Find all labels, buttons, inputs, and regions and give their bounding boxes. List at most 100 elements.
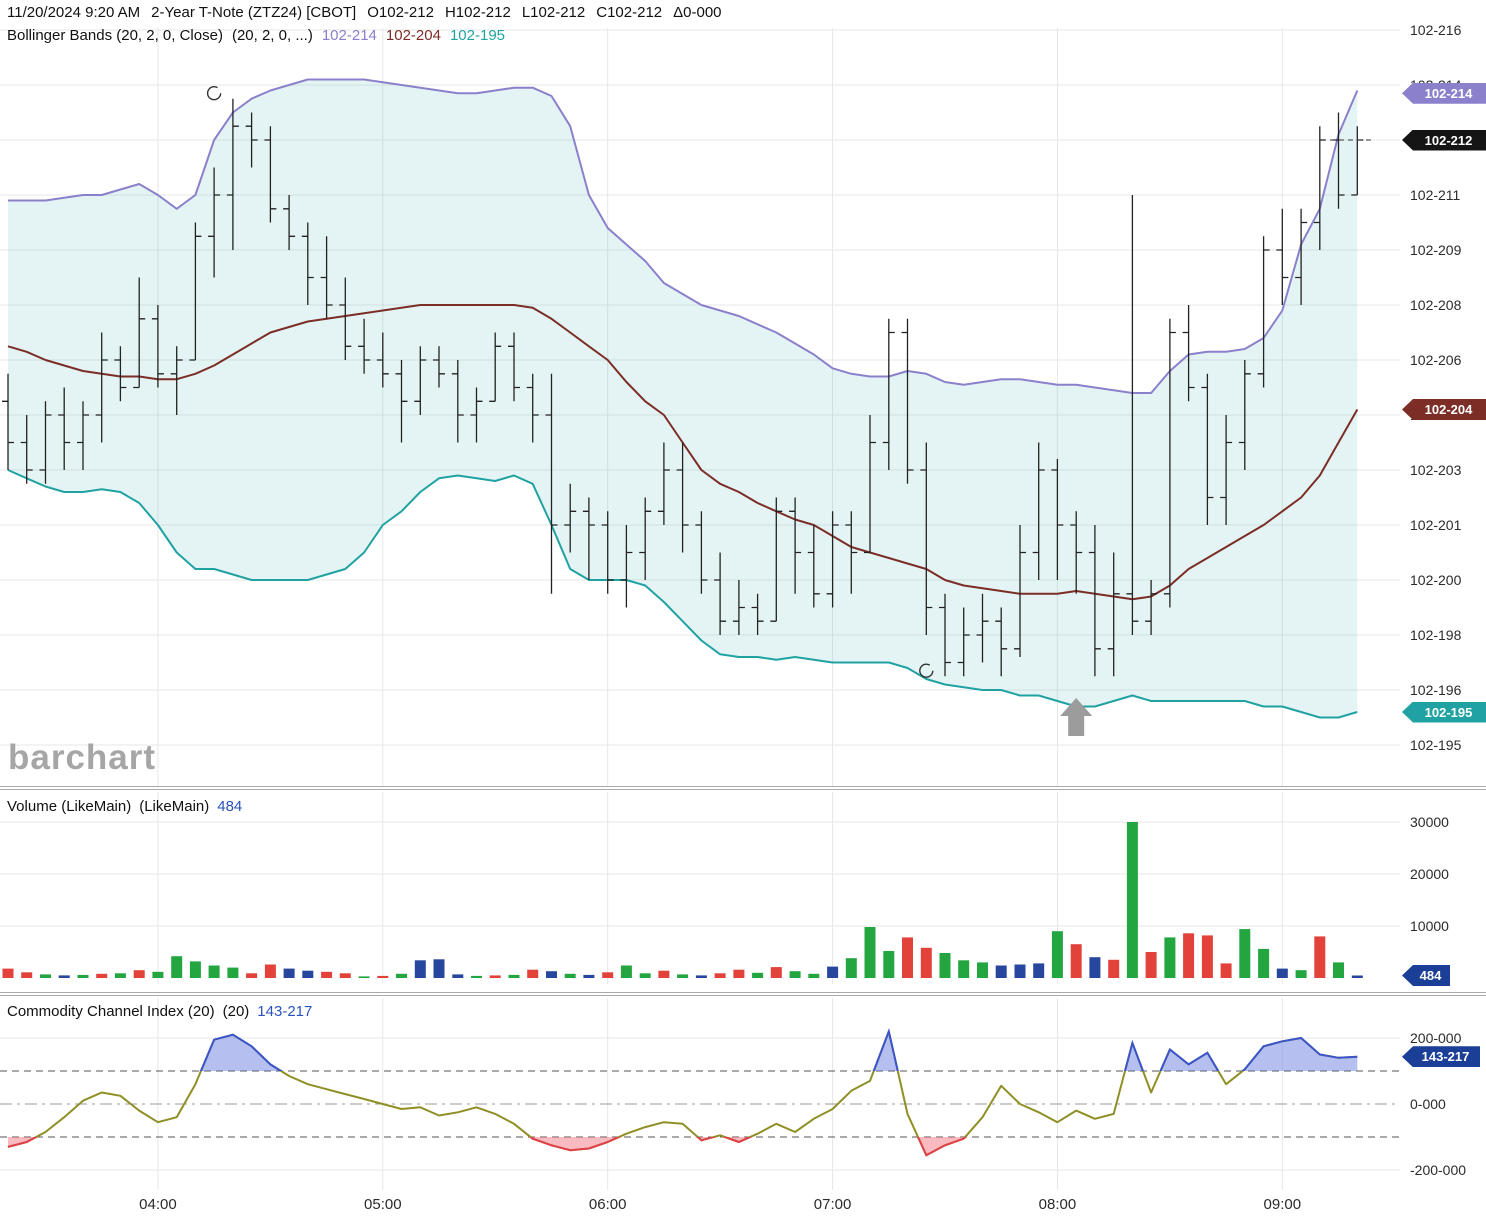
volume-bar xyxy=(489,975,501,978)
volume-study-name: Volume (LikeMain) xyxy=(7,798,132,815)
volume-bar xyxy=(77,974,89,978)
quote-symbol: 2-Year T-Note (ZTZ24) [CBOT] xyxy=(151,4,357,21)
volume-bar xyxy=(789,971,801,978)
price-badge: 102-214 xyxy=(1402,82,1486,104)
volume-badge: 484 xyxy=(1402,964,1450,986)
volume-bar xyxy=(714,973,726,978)
volume-bar xyxy=(1183,933,1195,978)
volume-axis-label: 10000 xyxy=(1410,918,1449,934)
volume-bar xyxy=(114,973,126,978)
volume-bar xyxy=(995,965,1007,978)
quote-open: O102-212 xyxy=(367,4,434,21)
volume-bar xyxy=(264,964,276,978)
cci-axis-label: 0-000 xyxy=(1410,1096,1446,1112)
quote-close: C102-212 xyxy=(596,4,663,21)
volume-bar xyxy=(227,967,239,978)
volume-bar xyxy=(1126,822,1138,978)
quote-header: 11/20/2024 9:20 AM 2-Year T-Note (ZTZ24) … xyxy=(7,4,733,21)
volume-bar xyxy=(564,973,576,978)
volume-bar xyxy=(827,966,839,978)
volume-bar xyxy=(189,961,201,978)
volume-bar xyxy=(1220,963,1232,978)
volume-bar xyxy=(939,953,951,978)
volume-bar xyxy=(527,969,539,978)
price-axis-label: 102-203 xyxy=(1410,462,1462,478)
volume-bar xyxy=(1070,944,1082,978)
volume-bar xyxy=(902,937,913,978)
volume-bar xyxy=(1351,975,1363,978)
volume-bar xyxy=(1258,948,1270,978)
volume-panel-title: Volume (LikeMain) (LikeMain) 484 xyxy=(7,798,250,815)
volume-bar xyxy=(752,972,764,978)
volume-bar xyxy=(1239,929,1251,978)
volume-bar xyxy=(171,956,183,978)
price-axis-label: 102-198 xyxy=(1410,627,1462,643)
volume-bar xyxy=(40,974,51,978)
volume-bar xyxy=(583,974,595,978)
cci-badge: 143-217 xyxy=(1402,1046,1480,1068)
volume-bar xyxy=(977,962,988,978)
cci-line-overbought xyxy=(199,1027,1358,1071)
volume-bar xyxy=(452,974,464,978)
bb-lower-value: 102-195 xyxy=(449,27,506,44)
volume-bar xyxy=(658,970,670,978)
volume-bar xyxy=(808,973,820,978)
volume-bar xyxy=(602,972,614,978)
volume-axis-label: 20000 xyxy=(1410,866,1449,882)
panel-separator xyxy=(0,992,1486,993)
price-axis-label: 102-201 xyxy=(1410,517,1462,533)
volume-bar xyxy=(770,967,782,978)
cci-panel-title: Commodity Channel Index (20) (20) 143-217 xyxy=(7,1003,320,1020)
volume-bar xyxy=(302,970,314,978)
volume-bar xyxy=(1089,957,1101,978)
volume-bar xyxy=(2,968,14,978)
cci-axis-label: -200-000 xyxy=(1410,1162,1467,1178)
cci-axis-label: 200-000 xyxy=(1410,1030,1462,1046)
volume-bar xyxy=(414,960,426,978)
volume-bar xyxy=(1145,952,1157,978)
volume-bar xyxy=(1164,937,1176,978)
cci-study-params: (20) xyxy=(222,1003,250,1020)
volume-bar xyxy=(695,975,707,978)
volume-bar xyxy=(864,927,876,978)
volume-bar xyxy=(58,975,70,978)
price-axis-label: 102-200 xyxy=(1410,572,1462,588)
price-axis-label: 102-208 xyxy=(1410,297,1462,313)
volume-bar xyxy=(1201,935,1213,978)
price-badge: 102-195 xyxy=(1402,701,1486,723)
volume-bar xyxy=(883,951,895,978)
volume-bar xyxy=(845,958,857,978)
volume-bar xyxy=(152,971,164,978)
time-axis-label: 07:00 xyxy=(813,1196,852,1213)
panel-separator xyxy=(0,789,1486,790)
volume-bar xyxy=(339,973,351,978)
volume-bar xyxy=(920,947,932,978)
quote-change: Δ0-000 xyxy=(673,4,722,21)
bb-middle-value: 102-204 xyxy=(385,27,441,44)
panel-separator xyxy=(0,786,1486,787)
volume-bar xyxy=(639,973,651,978)
volume-bar xyxy=(433,959,445,978)
volume-bar xyxy=(208,965,220,978)
time-axis-label: 08:00 xyxy=(1038,1196,1077,1213)
volume-bar xyxy=(1276,968,1288,978)
volume-axis-label: 30000 xyxy=(1410,814,1449,830)
up-arrow-icon xyxy=(1060,698,1093,736)
study-params: (20, 2, 0, ...) xyxy=(231,27,313,44)
barchart-watermark: barchart xyxy=(8,738,157,777)
cci-current-value: 143-217 xyxy=(257,1003,313,1020)
circle-annotation xyxy=(206,85,222,101)
time-axis-label: 06:00 xyxy=(588,1196,627,1213)
panel-separator xyxy=(0,995,1486,996)
price-badge: 102-212 xyxy=(1402,129,1486,151)
quote-datetime: 11/20/2024 9:20 AM xyxy=(7,4,141,21)
volume-current-value: 484 xyxy=(217,798,243,815)
volume-bar xyxy=(733,969,745,978)
bollinger-lower-band-line xyxy=(7,469,1358,719)
bb-upper-value: 102-214 xyxy=(321,27,377,44)
price-badge: 102-204 xyxy=(1402,399,1486,420)
price-axis-label: 102-196 xyxy=(1410,682,1462,698)
volume-bar xyxy=(1051,931,1063,978)
